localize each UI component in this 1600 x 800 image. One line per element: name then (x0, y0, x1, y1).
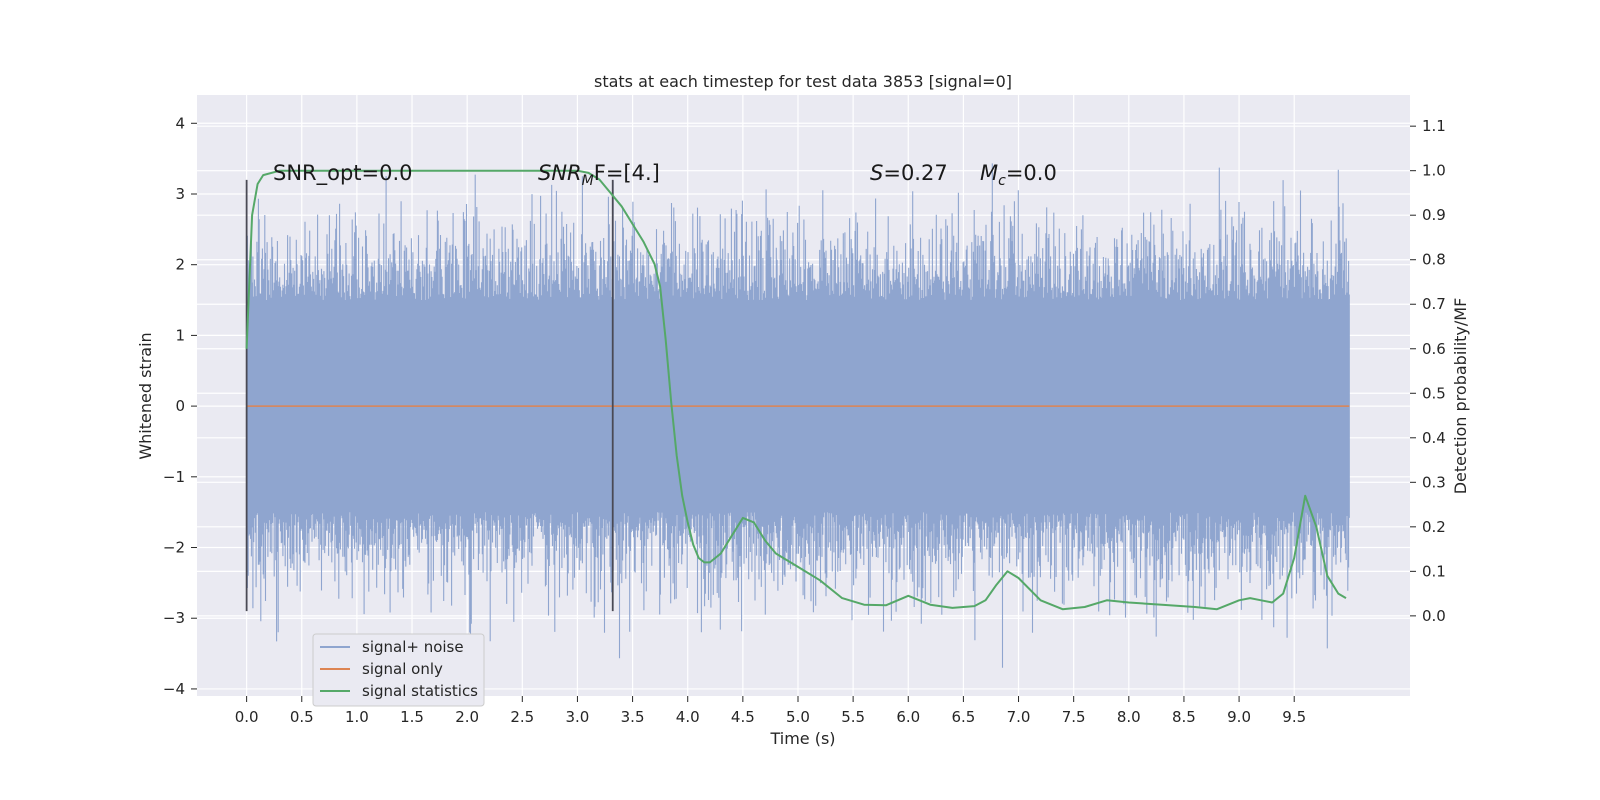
y2-tick-label: 1.0 (1422, 162, 1446, 180)
signal-statistics-line (245, 169, 1347, 611)
y2-tick-label: 0.8 (1422, 251, 1446, 269)
x-tick-label: 1.0 (345, 708, 369, 726)
y-tick-label: 4 (175, 114, 185, 132)
x-tick-label: 0.0 (235, 708, 259, 726)
x-tick-label: 2.0 (455, 708, 479, 726)
legend-label-signal-only: signal only (362, 660, 443, 678)
annotations: SNR_opt=0.0 SNRMF=[4.] S=0.27 Mc=0.0 (273, 161, 1057, 189)
legend-label-signal-statistics: signal statistics (362, 682, 478, 700)
y2-tick-label: 0.1 (1422, 562, 1446, 580)
x-tick-label: 5.0 (786, 708, 810, 726)
x-tick-label: 0.5 (290, 708, 314, 726)
y2-tick-label: 1.1 (1422, 117, 1446, 135)
y-tick-label: 2 (175, 256, 185, 274)
snr-mf-rest: F=[4.] (594, 161, 660, 185)
y2-tick-label: 0.3 (1422, 473, 1446, 491)
y2-axis-label: Detection probability/MF (1451, 298, 1470, 495)
y2-tick-label: 0.7 (1422, 295, 1446, 313)
x-axis-label: Time (s) (769, 729, 835, 748)
y2-tick-label: 0.2 (1422, 518, 1446, 536)
x-tick-label: 6.0 (896, 708, 920, 726)
x-tick-label: 8.5 (1172, 708, 1196, 726)
y-tick-label: −3 (163, 609, 185, 627)
y-axis-label: Whitened strain (136, 332, 155, 459)
y-tick-label: 0 (175, 397, 185, 415)
mc-rest: =0.0 (1006, 161, 1057, 185)
x-tick-label: 4.0 (676, 708, 700, 726)
ticks-layer: 0.0 0.5 1.0 1.5 2.0 2.5 3.0 3.5 4.0 4.5 5.0 5.5 6.0 6… (163, 114, 1446, 726)
y-tick-label: −1 (163, 468, 185, 486)
y2-tick-label: 0.9 (1422, 206, 1446, 224)
snr-mf-annotation: SNRMF=[4.] (538, 161, 660, 189)
x-tick-label: 3.0 (566, 708, 590, 726)
snr-opt-annotation: SNR_opt=0.0 (273, 161, 413, 186)
s-var: S (870, 161, 883, 185)
y2-tick-label: 0.5 (1422, 384, 1446, 402)
y2-tick-label: 0.4 (1422, 429, 1446, 447)
x-tick-label: 9.5 (1282, 708, 1306, 726)
y2-tick-label: 0.6 (1422, 340, 1446, 358)
x-tick-label: 6.5 (951, 708, 975, 726)
y2-tick-label: 0.0 (1422, 607, 1446, 625)
noise-series-layer (246, 163, 1350, 668)
x-tick-label: 1.5 (400, 708, 424, 726)
y-tick-label: −4 (163, 680, 185, 698)
legend-box (312, 633, 485, 707)
s-rest: =0.27 (883, 161, 947, 185)
chart-title: stats at each timestep for test data 385… (594, 72, 1012, 91)
legend: signal+ noise signal only signal statist… (312, 633, 485, 707)
lines-layer (245, 169, 1350, 612)
y-tick-label: 1 (175, 326, 185, 344)
mc-var: M (980, 161, 998, 185)
x-tick-label: 4.5 (731, 708, 755, 726)
x-tick-label: 3.5 (621, 708, 645, 726)
y-tick-label: 3 (175, 185, 185, 203)
snr-mf-base: SNR (538, 161, 582, 185)
y-tick-label: −2 (163, 539, 185, 557)
mc-sub: c (998, 173, 1006, 189)
x-tick-label: 7.5 (1062, 708, 1086, 726)
x-tick-label: 5.5 (841, 708, 865, 726)
x-tick-label: 7.0 (1007, 708, 1031, 726)
x-tick-label: 9.0 (1227, 708, 1251, 726)
s-annotation: S=0.27 (870, 161, 948, 185)
legend-label-signal-noise: signal+ noise (362, 638, 464, 656)
x-tick-label: 8.0 (1117, 708, 1141, 726)
snr-mf-sub: M (582, 173, 594, 189)
mc-annotation: Mc=0.0 (980, 161, 1057, 189)
x-tick-label: 2.5 (510, 708, 534, 726)
